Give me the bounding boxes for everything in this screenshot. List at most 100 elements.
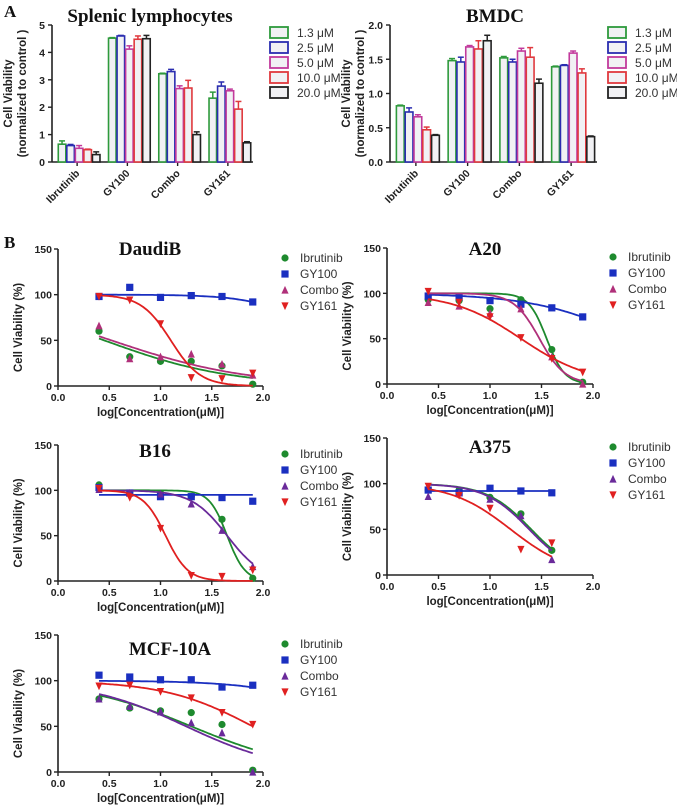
x-category-label: GY161 (201, 168, 233, 200)
data-point (486, 313, 494, 322)
data-point (126, 681, 134, 690)
data-point (218, 683, 226, 691)
legend-label: 10.0 μM (297, 71, 341, 85)
data-point (126, 702, 134, 710)
y-axis-label-line: (normalized to control ) (355, 29, 367, 157)
legend-swatch (269, 71, 289, 84)
legend-marker (609, 253, 617, 261)
legend-label: GY100 (628, 266, 666, 280)
data-point (548, 304, 556, 312)
data-point (218, 572, 226, 581)
y-axis-label-line: (normalized to control ) (17, 29, 29, 157)
x-category-label: Ibrutinib (44, 168, 82, 206)
data-point (218, 515, 226, 523)
x-tick-label: 0.5 (102, 587, 117, 599)
fit-curve (98, 693, 254, 755)
legend-label: GY161 (628, 298, 666, 312)
data-point (548, 539, 556, 548)
data-point (95, 321, 103, 330)
legend-marker (609, 301, 617, 310)
data-point (95, 694, 103, 703)
y-tick-label: 50 (369, 334, 381, 346)
legend-label: Combo (628, 282, 667, 296)
legend-marker (609, 459, 617, 467)
data-point (249, 369, 257, 378)
bar (107, 37, 117, 163)
data-point (95, 292, 103, 301)
chart-a375: A375 0.0 0.5 1.0 1.5 2.0 0 50 100 150 log[Concentr… (342, 433, 671, 608)
y-tick-label: 150 (34, 630, 52, 642)
x-tick-label: 1.0 (153, 587, 168, 599)
legend-marker (281, 656, 289, 664)
x-tick-label: 0.0 (380, 390, 395, 402)
data-point (548, 489, 556, 497)
legend-swatch (607, 86, 627, 99)
fit-curve (98, 337, 253, 379)
legend-label: GY100 (300, 267, 338, 281)
legend-label: Ibrutinib (300, 637, 343, 651)
fit-curve (98, 294, 253, 387)
y-tick-label: 0 (46, 767, 52, 779)
data-point (187, 349, 195, 358)
data-point (455, 293, 463, 301)
bar (525, 56, 535, 163)
y-tick-label: 0 (46, 381, 52, 393)
bar (91, 153, 101, 163)
data-point (218, 292, 226, 301)
legend-label: GY161 (300, 685, 338, 699)
data-point (249, 681, 257, 689)
x-axis-label: log[Concentration(μM)] (426, 596, 553, 608)
data-point (249, 566, 257, 575)
legend-label: 5.0 μM (297, 56, 334, 70)
bar (183, 87, 193, 163)
bar (534, 82, 544, 163)
data-point (579, 368, 587, 377)
legend-marker (609, 443, 617, 451)
y-tick-label: 1.5 (368, 54, 383, 66)
x-tick-label: 1.5 (204, 392, 219, 404)
chart-title: MCF-10A (129, 639, 212, 660)
data-point (517, 304, 525, 313)
legend-swatch (607, 56, 627, 69)
y-tick-label: 150 (363, 433, 381, 445)
data-point (486, 484, 494, 492)
y-tick-label: 2.0 (368, 20, 383, 32)
data-point (486, 305, 494, 313)
bar (124, 48, 134, 163)
y-tick-label: 4 (39, 47, 45, 59)
x-tick-label: 0.0 (51, 587, 66, 599)
x-category-label: Combo (149, 168, 183, 202)
data-point (218, 493, 226, 502)
y-tick-label: 5 (39, 20, 45, 32)
y-axis-label-line: Cell Viability (3, 59, 15, 128)
x-tick-label: 1.0 (483, 581, 498, 593)
bar (413, 115, 423, 163)
legend-label: Combo (628, 472, 667, 486)
data-point (126, 283, 134, 291)
bar (166, 70, 176, 163)
legend-label: Combo (300, 283, 339, 297)
bar (233, 108, 243, 163)
legend-label: 5.0 μM (635, 56, 672, 70)
x-tick-label: 0.5 (431, 390, 446, 402)
data-point (187, 718, 195, 727)
data-point (424, 292, 432, 300)
data-point (156, 352, 165, 361)
bar (175, 87, 185, 163)
data-point (249, 497, 257, 505)
chart-title: Splenic lymphocytes (67, 6, 232, 27)
legend-marker (609, 269, 617, 277)
y-tick-label: 100 (34, 485, 52, 497)
data-point (156, 489, 165, 498)
legend-label: Combo (300, 479, 339, 493)
legend-swatch (269, 86, 289, 99)
bar (141, 37, 152, 163)
legend-marker (281, 270, 289, 278)
data-point (187, 499, 195, 508)
legend-label: 2.5 μM (297, 41, 334, 55)
chart-mcf-10a: MCF-10A 0.0 0.5 1.0 1.5 2.0 0 50 100 150 log[Conce… (13, 630, 343, 805)
bar (447, 59, 457, 163)
x-category-label: GY100 (441, 168, 473, 200)
data-point (156, 524, 165, 533)
legend-marker (281, 688, 289, 697)
